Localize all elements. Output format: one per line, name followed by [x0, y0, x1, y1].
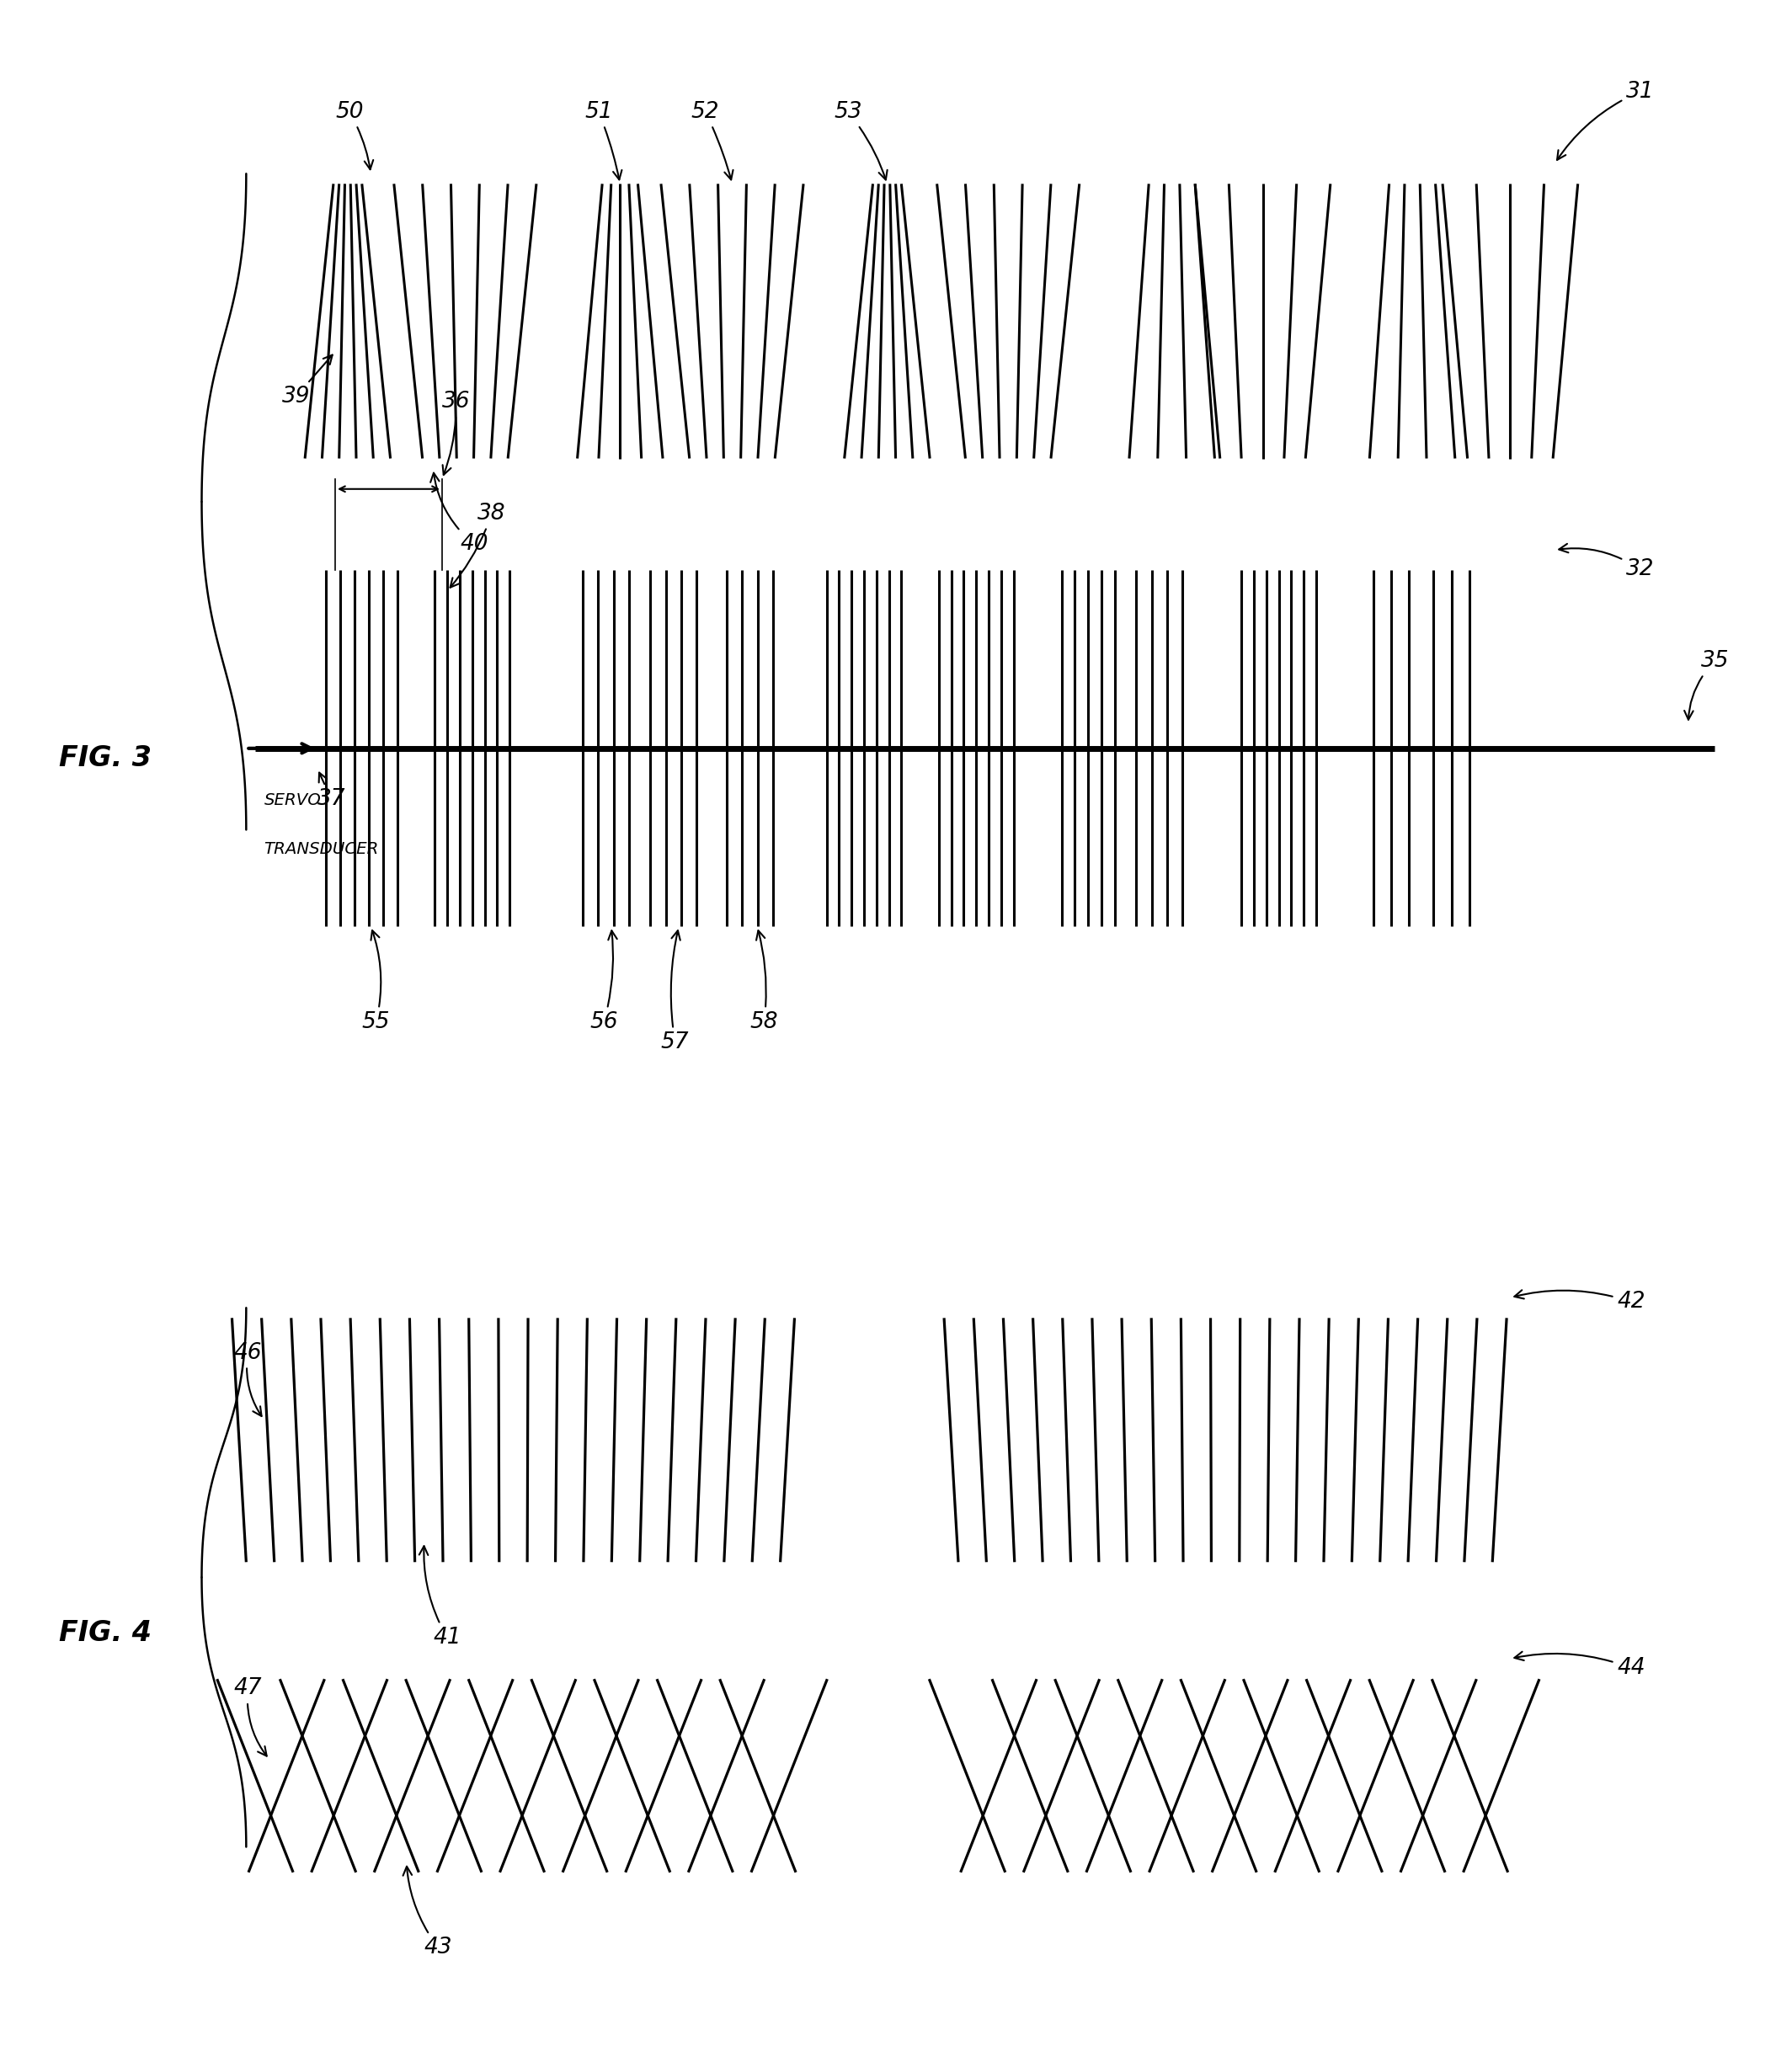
Text: TRANSDUCER: TRANSDUCER [263, 841, 378, 857]
Text: 58: 58 [751, 931, 778, 1033]
Text: 55: 55 [362, 931, 391, 1033]
Text: 36: 36 [443, 391, 470, 475]
Text: 40: 40 [430, 473, 487, 554]
Text: 47: 47 [233, 1678, 267, 1755]
Text: FIG. 4: FIG. 4 [59, 1618, 152, 1647]
Text: 50: 50 [335, 100, 373, 170]
Text: 56: 56 [590, 931, 618, 1033]
Text: 44: 44 [1514, 1651, 1645, 1680]
Text: 37: 37 [317, 773, 346, 810]
Text: FIG. 3: FIG. 3 [59, 745, 152, 773]
Text: 31: 31 [1557, 80, 1654, 160]
Text: 46: 46 [233, 1342, 262, 1416]
Text: SERVO: SERVO [263, 792, 321, 808]
Text: 51: 51 [584, 100, 622, 180]
Text: 32: 32 [1559, 544, 1654, 581]
Text: 42: 42 [1514, 1291, 1645, 1314]
Text: 39: 39 [281, 354, 332, 407]
Text: 38: 38 [450, 503, 505, 587]
Text: 35: 35 [1684, 651, 1729, 720]
Text: 52: 52 [692, 100, 733, 180]
Text: 43: 43 [403, 1866, 452, 1958]
Text: 53: 53 [833, 100, 887, 180]
Text: 57: 57 [661, 931, 690, 1054]
Text: 41: 41 [419, 1547, 461, 1649]
